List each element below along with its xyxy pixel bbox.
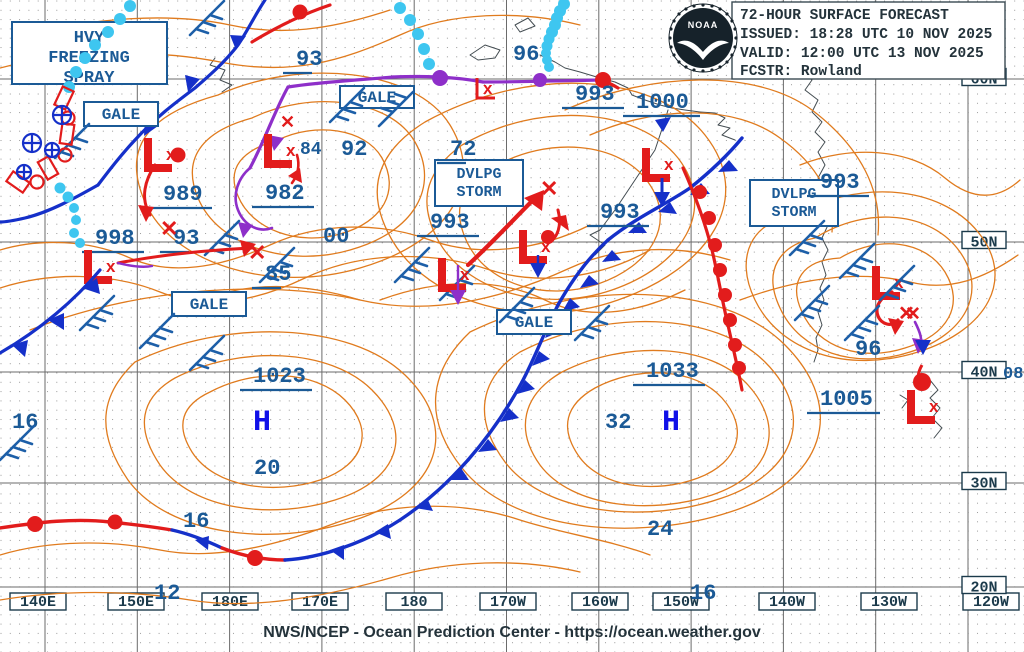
svg-text:993: 993 — [575, 82, 615, 107]
svg-text:16: 16 — [183, 509, 209, 534]
svg-text:GALE: GALE — [102, 106, 140, 124]
svg-text:H: H — [253, 406, 271, 440]
svg-text:993: 993 — [430, 210, 470, 235]
svg-text:96: 96 — [855, 337, 881, 362]
svg-text:72: 72 — [450, 137, 476, 162]
svg-text:00: 00 — [323, 224, 349, 249]
svg-text:1023: 1023 — [253, 364, 306, 389]
svg-text:x: x — [483, 79, 493, 98]
svg-text:ISSUED: 18:28 UTC 10 NOV 2025: ISSUED: 18:28 UTC 10 NOV 2025 — [740, 27, 992, 43]
svg-text:92: 92 — [341, 137, 367, 162]
svg-text:GALE: GALE — [190, 296, 228, 314]
svg-text:72-HOUR SURFACE FORECAST: 72-HOUR SURFACE FORECAST — [740, 8, 949, 24]
svg-text:998: 998 — [95, 226, 135, 251]
svg-text:DVLPG: DVLPG — [456, 166, 501, 183]
svg-text:170W: 170W — [490, 594, 526, 611]
svg-text:160W: 160W — [582, 594, 618, 611]
svg-text:40N: 40N — [970, 365, 997, 382]
svg-text:08: 08 — [1003, 365, 1023, 384]
svg-text:180: 180 — [400, 594, 427, 611]
svg-text:✕: ✕ — [280, 112, 295, 132]
svg-text:16: 16 — [12, 410, 38, 435]
svg-text:989: 989 — [163, 182, 203, 207]
svg-text:✕: ✕ — [160, 216, 178, 241]
svg-text:16: 16 — [690, 581, 716, 606]
svg-text:1000: 1000 — [636, 90, 689, 115]
svg-text:STORM: STORM — [771, 204, 816, 221]
svg-text:GALE: GALE — [358, 89, 396, 107]
svg-text:✕: ✕ — [898, 303, 915, 325]
svg-text:NOAA: NOAA — [688, 20, 719, 30]
svg-text:140W: 140W — [769, 594, 805, 611]
svg-text:STORM: STORM — [456, 184, 501, 201]
svg-text:993: 993 — [820, 170, 860, 195]
svg-text:96: 96 — [513, 42, 539, 67]
svg-text:VALID: 12:00 UTC 13 NOV 2025: VALID: 12:00 UTC 13 NOV 2025 — [740, 46, 984, 62]
svg-text:982: 982 — [265, 181, 305, 206]
svg-text:H: H — [662, 406, 680, 440]
svg-text:DVLPG: DVLPG — [771, 186, 816, 203]
svg-text:20: 20 — [254, 456, 280, 481]
svg-text:1005: 1005 — [820, 387, 873, 412]
svg-text:FCSTR: Rowland: FCSTR: Rowland — [740, 64, 862, 80]
svg-text:12: 12 — [154, 581, 180, 606]
svg-text:32: 32 — [605, 410, 631, 435]
svg-text:✕: ✕ — [540, 176, 558, 201]
svg-text:120W: 120W — [973, 594, 1009, 611]
svg-text:993: 993 — [600, 200, 640, 225]
svg-text:50N: 50N — [970, 235, 997, 252]
svg-text:1033: 1033 — [646, 359, 699, 384]
svg-text:24: 24 — [647, 517, 673, 542]
svg-text:20N: 20N — [970, 580, 997, 597]
svg-text:93: 93 — [296, 47, 322, 72]
svg-text:130W: 130W — [871, 594, 907, 611]
svg-text:30N: 30N — [970, 476, 997, 493]
svg-text:84: 84 — [300, 140, 322, 160]
svg-text:GALE: GALE — [515, 314, 553, 332]
svg-text:NWS/NCEP - Ocean Prediction Ce: NWS/NCEP - Ocean Prediction Center - htt… — [263, 624, 761, 641]
svg-text:150E: 150E — [118, 594, 154, 611]
svg-text:✕: ✕ — [248, 240, 266, 265]
